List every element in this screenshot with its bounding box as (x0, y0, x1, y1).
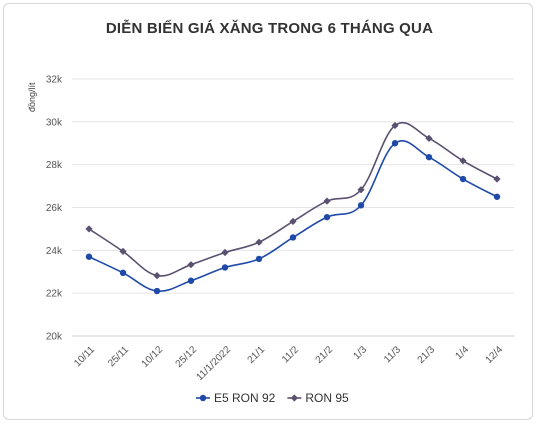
x-tick-label: 11/2 (280, 344, 301, 365)
data-point (357, 186, 365, 194)
y-tick-label: 22k (46, 289, 63, 300)
x-tick-label: 21/2 (314, 344, 336, 366)
legend-marker (199, 394, 207, 402)
series-line (88, 140, 498, 292)
x-tick-label: 11/3 (382, 344, 403, 365)
data-point (153, 287, 161, 295)
data-point (459, 157, 467, 165)
x-tick-label: 1/3 (352, 344, 370, 362)
data-point (391, 140, 399, 147)
data-point (289, 217, 297, 226)
legend-item[interactable]: E5 RON 92 (196, 391, 276, 405)
x-tick-label: 10/12 (140, 344, 166, 370)
x-tick-label: 11/1/2022 (194, 344, 233, 383)
legend-item[interactable]: RON 95 (287, 391, 349, 405)
x-tick-label: 21/1 (246, 344, 268, 366)
chart-frame (3, 3, 533, 420)
data-point (255, 238, 263, 246)
y-axis-label: đồng/lít (27, 82, 37, 112)
data-point (221, 264, 229, 271)
data-point (153, 272, 161, 280)
data-point (85, 225, 93, 233)
data-point (85, 253, 93, 260)
x-tick-label: 25/11 (106, 344, 131, 369)
data-point (425, 134, 433, 142)
data-point (119, 247, 127, 256)
x-tick-label: 21/3 (416, 344, 438, 366)
data-point (493, 175, 501, 183)
data-point (459, 175, 467, 183)
x-tick-label: 10/11 (72, 344, 97, 369)
data-point (221, 248, 229, 257)
data-point (357, 202, 365, 209)
y-tick-label: 30k (46, 117, 63, 128)
data-point (493, 193, 501, 200)
data-point (289, 234, 297, 241)
data-point (119, 269, 127, 277)
y-tick-label: 24k (46, 246, 63, 257)
x-tick-label: 12/4 (484, 344, 506, 366)
series-line (88, 121, 498, 277)
chart-title: DIỄN BIẾN GIÁ XĂNG TRONG 6 THÁNG QUA (105, 20, 434, 37)
data-point (323, 213, 331, 221)
y-tick-label: 20k (46, 332, 63, 343)
legend-label: E5 RON 92 (214, 391, 276, 405)
y-tick-label: 28k (46, 160, 63, 171)
data-point (391, 121, 399, 130)
data-point (187, 261, 195, 269)
data-point (255, 255, 263, 263)
legend-marker (290, 394, 298, 402)
x-tick-label: 1/4 (454, 344, 472, 362)
y-tick-label: 26k (46, 203, 63, 214)
y-tick-label: 32k (46, 75, 63, 86)
x-tick-label: 25/12 (174, 344, 200, 370)
legend-label: RON 95 (305, 391, 349, 405)
data-point (187, 277, 195, 284)
data-point (323, 197, 331, 205)
data-point (425, 153, 433, 161)
